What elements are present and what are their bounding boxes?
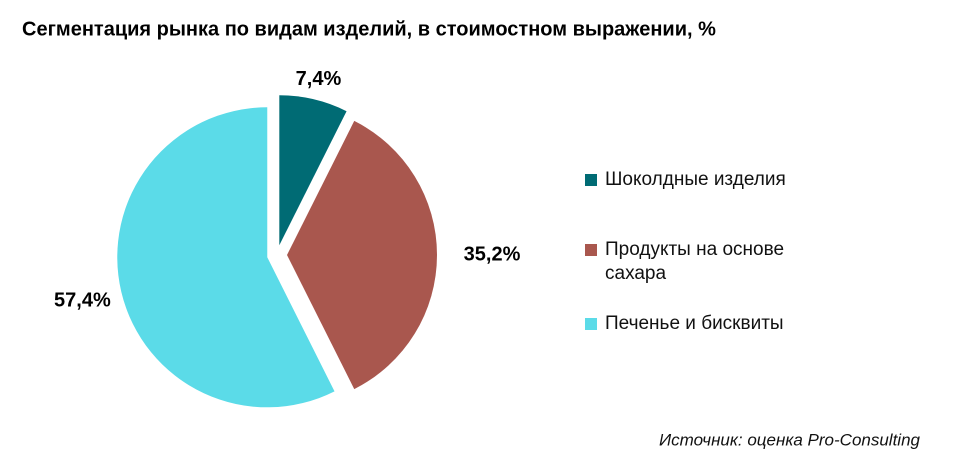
data-label: 7,4% [296, 68, 342, 90]
source-note: Источник: оценка Pro-Consulting [659, 430, 921, 449]
legend-swatch [585, 244, 597, 256]
legend-swatch [585, 318, 597, 330]
legend-label: Шоколдные изделия [605, 169, 786, 190]
legend-item: Шоколдные изделия [585, 168, 835, 192]
legend-label: Продукты на основе сахара [605, 239, 785, 284]
chart-title: Сегментация рынка по видам изделий, в ст… [22, 18, 716, 40]
pie-slice [287, 120, 437, 390]
pie-slice [279, 95, 347, 246]
legend-item: Печенье и бисквиты [585, 312, 835, 336]
data-label: 35,2% [464, 243, 521, 265]
data-label: 57,4% [54, 289, 111, 311]
pie-slice [117, 107, 335, 408]
legend-label: Печенье и бисквиты [605, 313, 784, 334]
legend-swatch [585, 174, 597, 186]
legend-item: Продукты на основе сахара [585, 238, 835, 286]
